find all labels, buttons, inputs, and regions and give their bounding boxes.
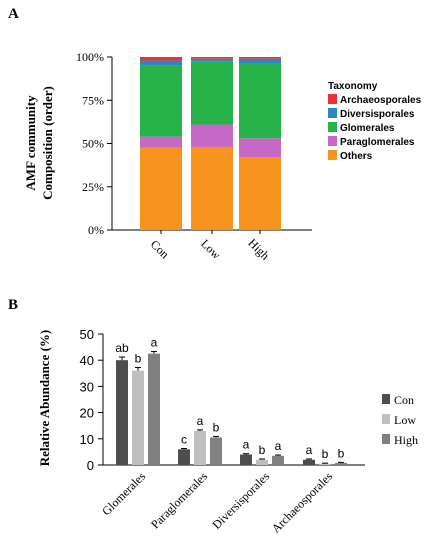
- sig-letter-glomerales-high: a: [151, 336, 158, 350]
- bar-a-low-others: [191, 146, 233, 230]
- tick-label-b-3: 30: [80, 379, 94, 394]
- bar-b-archaeosporales-low: [319, 463, 331, 465]
- bar-a-con-glomerales: [140, 65, 182, 137]
- legend-b-label-con: Con: [394, 393, 414, 407]
- legend-a-swatch-paraglomerales: [328, 136, 337, 146]
- bar-a-high-glomerales: [239, 63, 281, 139]
- x-label-b-diversisporales: Diversisporales: [209, 469, 272, 532]
- bar-a-high-others: [239, 157, 281, 230]
- tick-label-a-4: 100%: [76, 50, 104, 64]
- legend-b-swatch-high: [382, 434, 390, 444]
- bar-a-con-others: [140, 147, 182, 230]
- bar-b-diversisporales-con: [240, 454, 252, 465]
- panel-b-label: B: [8, 297, 18, 313]
- x-label-b-paraglomerales: Paraglomerales: [148, 469, 210, 531]
- tick-label-b-5: 50: [80, 327, 94, 342]
- panel-a-bars: [140, 57, 281, 230]
- bar-a-con-paraglomerales: [140, 136, 182, 148]
- tick-label-b-0: 0: [87, 458, 94, 473]
- panel-a: A AMF community Composition (order) 0% 25…: [8, 6, 422, 263]
- panel-b-legend: Con Low High: [382, 393, 418, 447]
- bar-a-con-diversisporales: [140, 60, 182, 66]
- legend-b-label-low: Low: [394, 413, 416, 427]
- x-label-a-con: Con: [148, 237, 172, 261]
- bar-a-high-paraglomerales: [239, 138, 281, 158]
- bar-b-glomerales-high: [148, 353, 160, 465]
- tick-label-a-2: 50%: [82, 137, 104, 151]
- legend-a-swatch-others: [328, 150, 337, 160]
- bar-a-low-archaeosporales: [191, 57, 233, 59]
- legend-a-swatch-archaeosporales: [328, 94, 337, 104]
- tick-label-b-4: 40: [80, 353, 94, 368]
- bar-b-archaeosporales-con: [303, 459, 315, 465]
- bar-b-paraglomerales-high: [210, 437, 222, 465]
- sig-letter-archaeosporales-con: a: [306, 443, 313, 457]
- legend-a-title: Taxonomy: [328, 81, 378, 92]
- legend-a-label-others: Others: [340, 151, 373, 162]
- bar-b-glomerales-low: [132, 370, 144, 465]
- sig-letter-archaeosporales-high: b: [338, 446, 345, 460]
- legend-a-label-paraglomerales: Paraglomerales: [340, 137, 415, 148]
- panel-a-ylabel-line2: Composition (order): [40, 86, 55, 200]
- sig-letter-diversisporales-high: a: [275, 439, 282, 453]
- tick-label-a-3: 75%: [82, 93, 104, 107]
- panel-a-x-labels: Con Low High: [148, 230, 272, 263]
- sig-letter-diversisporales-con: a: [243, 438, 250, 452]
- bar-b-diversisporales-low: [256, 459, 268, 465]
- sig-letter-paraglomerales-con: c: [181, 432, 187, 446]
- legend-a-swatch-glomerales: [328, 122, 337, 132]
- legend-b-label-high: High: [394, 433, 418, 447]
- panel-a-y-ticks: 0% 25% 50% 75% 100%: [76, 50, 112, 237]
- legend-b-swatch-low: [382, 414, 390, 424]
- tick-label-a-1: 25%: [82, 180, 104, 194]
- bar-a-low-diversisporales: [191, 58, 233, 62]
- panel-a-ylabel-line1: AMF community: [23, 95, 38, 191]
- bar-a-con-archaeosporales: [140, 57, 182, 61]
- panel-b-ylabel: Relative Abundance (%): [37, 330, 52, 467]
- bar-b-diversisporales-high: [272, 455, 284, 465]
- legend-b-swatch-con: [382, 394, 390, 404]
- panel-a-legend: Taxonomy Archaeosporales Diversisporales G…: [328, 81, 422, 162]
- bar-a-high-archaeosporales: [239, 57, 281, 59]
- sig-letter-glomerales-low: b: [135, 352, 142, 366]
- sig-letter-diversisporales-low: b: [259, 443, 266, 457]
- legend-a-label-archaeosporales: Archaeosporales: [340, 95, 422, 106]
- x-label-b-glomerales: Glomerales: [99, 469, 148, 518]
- bar-a-high-diversisporales: [239, 58, 281, 64]
- tick-label-b-2: 20: [80, 406, 94, 421]
- bar-b-archaeosporales-high: [335, 462, 347, 465]
- sig-letter-paraglomerales-low: a: [197, 414, 204, 428]
- bar-a-low-paraglomerales: [191, 124, 233, 147]
- panel-a-label: A: [8, 6, 19, 22]
- bar-b-paraglomerales-con: [178, 449, 190, 465]
- x-label-a-low: Low: [198, 236, 224, 262]
- x-label-b-archaeosporales: Archaeosporales: [269, 469, 336, 536]
- legend-a-label-diversisporales: Diversisporales: [340, 109, 415, 120]
- panel-b-y-ticks: 0 10 20 30 40 50: [80, 327, 103, 473]
- bar-b-glomerales-con: [116, 360, 128, 465]
- panel-b-x-labels: Glomerales Paraglomerales DiversisporalesA…: [99, 469, 335, 536]
- tick-label-b-1: 10: [80, 432, 94, 447]
- bar-a-low-glomerales: [191, 61, 233, 125]
- sig-letter-archaeosporales-low: b: [322, 447, 329, 461]
- bar-b-paraglomerales-low: [194, 430, 206, 465]
- tick-label-a-0: 0%: [88, 223, 104, 237]
- sig-letter-glomerales-con: ab: [115, 341, 129, 355]
- legend-a-swatch-diversisporales: [328, 108, 337, 118]
- x-label-a-high: High: [245, 236, 272, 263]
- sig-letter-paraglomerales-high: b: [213, 420, 220, 434]
- legend-a-label-glomerales: Glomerales: [340, 123, 395, 134]
